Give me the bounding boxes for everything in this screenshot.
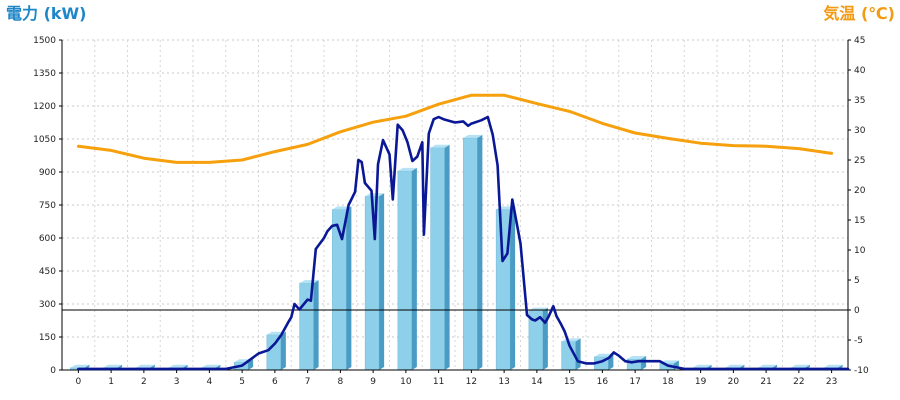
bar-top bbox=[627, 356, 647, 359]
x-tick-label: 14 bbox=[531, 377, 543, 387]
bar-series bbox=[70, 134, 843, 371]
right-tick-label: 15 bbox=[854, 216, 865, 226]
bar-top bbox=[430, 144, 450, 148]
bar-top bbox=[725, 364, 745, 368]
bar-side bbox=[575, 338, 581, 370]
x-tick-label: 4 bbox=[207, 377, 213, 387]
x-tick-label: 3 bbox=[174, 377, 180, 387]
x-tick-label: 8 bbox=[338, 377, 344, 387]
bar-17 bbox=[626, 356, 647, 371]
bar-8 bbox=[332, 206, 352, 371]
x-tick-label: 10 bbox=[400, 377, 412, 387]
x-tick-label: 23 bbox=[826, 377, 837, 387]
bar-front bbox=[397, 170, 413, 371]
bar-13 bbox=[495, 206, 516, 371]
x-tick-label: 0 bbox=[76, 377, 82, 387]
x-tick-label: 15 bbox=[564, 377, 575, 387]
left-tick-label: 750 bbox=[39, 201, 56, 211]
x-tick-label: 5 bbox=[239, 377, 245, 387]
right-tick-label: 35 bbox=[854, 96, 865, 106]
bar-top bbox=[758, 364, 778, 368]
bar-front bbox=[364, 195, 380, 371]
bar-top bbox=[135, 364, 155, 368]
left-tick-label: 450 bbox=[39, 267, 56, 277]
bar-side bbox=[313, 280, 319, 370]
x-tick-label: 13 bbox=[498, 377, 509, 387]
x-tick-label: 18 bbox=[662, 377, 674, 387]
right-tick-label: 25 bbox=[854, 156, 865, 166]
power-line bbox=[77, 115, 850, 371]
right-tick-label: 40 bbox=[854, 66, 866, 76]
left-tick-label: 300 bbox=[39, 300, 56, 310]
x-tick-label: 7 bbox=[305, 377, 311, 387]
right-tick-label: 0 bbox=[854, 306, 860, 316]
gridlines bbox=[62, 39, 848, 370]
right-tick-label: 30 bbox=[854, 126, 866, 136]
left-tick-label: 150 bbox=[39, 333, 56, 343]
left-tick-label: 1200 bbox=[33, 102, 56, 112]
bar-top bbox=[365, 193, 385, 197]
x-tick-label: 11 bbox=[433, 377, 444, 387]
bar-top bbox=[201, 364, 221, 368]
x-tick-label: 17 bbox=[629, 377, 640, 387]
bar-top bbox=[397, 167, 417, 171]
x-tick-label: 19 bbox=[695, 377, 707, 387]
bar-15 bbox=[561, 338, 581, 371]
bar-top bbox=[103, 364, 123, 368]
line-series bbox=[76, 93, 850, 371]
bar-top bbox=[823, 364, 843, 368]
bar-top bbox=[463, 134, 483, 138]
right-tick-label: 10 bbox=[854, 246, 866, 256]
left-tick-label: 900 bbox=[39, 168, 56, 178]
bar-side bbox=[248, 359, 254, 370]
x-tick-label: 12 bbox=[466, 377, 477, 387]
left-tick-label: 1500 bbox=[33, 36, 56, 46]
right-tick-label: -10 bbox=[854, 366, 869, 376]
left-tick-label: 1350 bbox=[33, 69, 56, 79]
bar-top bbox=[594, 353, 614, 357]
left-tick-label: 0 bbox=[50, 366, 56, 376]
x-tick-label: 6 bbox=[272, 377, 278, 387]
temperature-line bbox=[76, 93, 834, 164]
bar-front bbox=[430, 147, 445, 371]
x-tick-label: 1 bbox=[108, 377, 114, 387]
right-tick-label: 45 bbox=[854, 36, 865, 46]
bar-side bbox=[510, 206, 516, 370]
x-tick-label: 16 bbox=[597, 377, 609, 387]
bar-side bbox=[411, 167, 417, 370]
bar-top bbox=[790, 364, 810, 368]
bar-10 bbox=[397, 167, 417, 371]
left-tick-label: 1050 bbox=[33, 135, 56, 145]
x-tick-label: 9 bbox=[370, 377, 376, 387]
x-tick-label: 21 bbox=[760, 377, 771, 387]
left-axis-title: 電力 (kW) bbox=[6, 4, 87, 23]
tick-labels: 01503004506007509001050120013501500-10-5… bbox=[33, 36, 869, 387]
bar-12 bbox=[463, 134, 483, 371]
right-tick-label: -5 bbox=[854, 336, 863, 346]
bar-side bbox=[641, 356, 647, 370]
x-tick-label: 20 bbox=[728, 377, 740, 387]
right-tick-label: 20 bbox=[854, 186, 866, 196]
bar-side bbox=[444, 144, 450, 370]
bar-side bbox=[379, 193, 385, 370]
bar-7 bbox=[299, 280, 319, 371]
bar-front bbox=[463, 137, 478, 371]
bar-top bbox=[70, 364, 90, 368]
x-tick-label: 2 bbox=[141, 377, 147, 387]
bar-side bbox=[346, 206, 352, 370]
bar-side bbox=[477, 134, 483, 370]
bar-top bbox=[168, 364, 188, 368]
bar-side bbox=[280, 331, 286, 370]
right-tick-label: 5 bbox=[854, 276, 860, 286]
x-tick-label: 22 bbox=[793, 377, 804, 387]
left-tick-label: 600 bbox=[39, 234, 56, 244]
bar-top bbox=[692, 364, 712, 368]
right-axis-title: 気温 (℃) bbox=[823, 4, 895, 23]
bar-11 bbox=[430, 144, 450, 371]
bar-6 bbox=[266, 331, 286, 371]
